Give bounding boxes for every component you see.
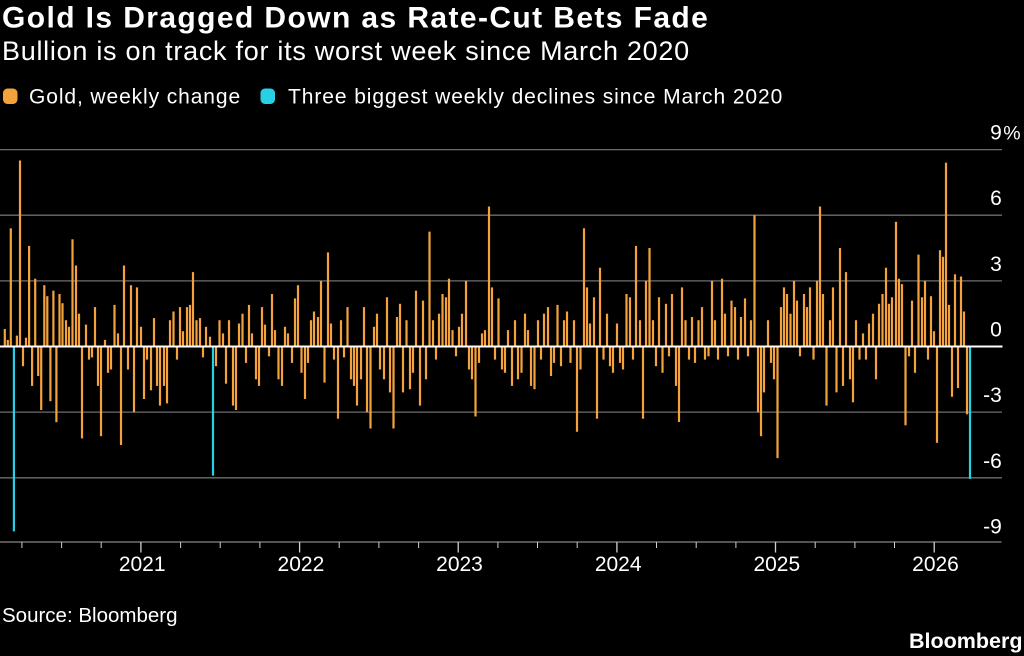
svg-text:%: % — [1003, 123, 1020, 145]
svg-text:2021: 2021 — [119, 553, 166, 576]
svg-text:-6: -6 — [983, 450, 1002, 473]
svg-text:2026: 2026 — [912, 553, 959, 576]
svg-text:6: 6 — [990, 187, 1002, 210]
svg-text:Bloomberg: Bloomberg — [909, 629, 1022, 653]
svg-text:-9: -9 — [983, 515, 1002, 538]
svg-text:3: 3 — [990, 253, 1002, 276]
svg-text:-3: -3 — [983, 384, 1002, 407]
svg-text:0: 0 — [990, 319, 1002, 342]
svg-text:Gold, weekly change: Gold, weekly change — [29, 86, 241, 109]
svg-text:2025: 2025 — [753, 553, 800, 576]
svg-text:9: 9 — [990, 122, 1002, 145]
svg-text:Gold Is Dragged Down as Rate-C: Gold Is Dragged Down as Rate-Cut Bets Fa… — [2, 2, 709, 35]
svg-text:Three biggest weekly declines: Three biggest weekly declines since Marc… — [288, 86, 783, 109]
svg-text:2022: 2022 — [278, 553, 325, 576]
svg-text:Source: Bloomberg: Source: Bloomberg — [2, 604, 177, 627]
svg-text:2023: 2023 — [436, 553, 483, 576]
svg-text:2024: 2024 — [595, 553, 642, 576]
svg-text:Bullion is on track for its wo: Bullion is on track for its worst week s… — [2, 36, 690, 66]
